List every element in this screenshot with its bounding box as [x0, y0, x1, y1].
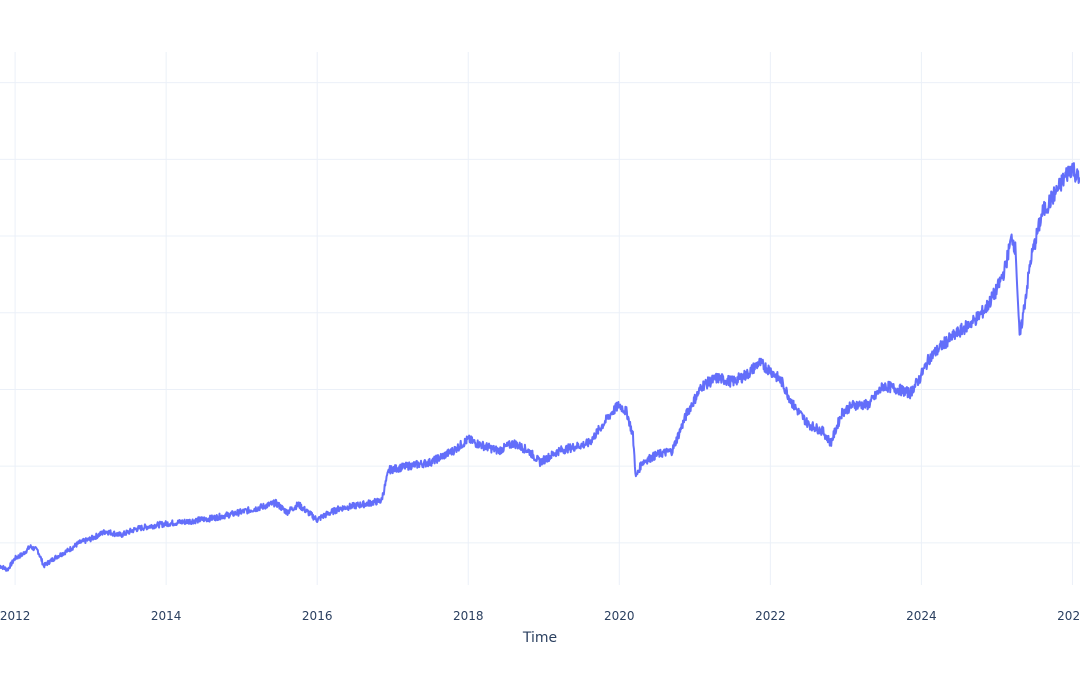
x-tick-label-2022: 2022	[755, 609, 786, 623]
x-tick-label-2014: 2014	[151, 609, 182, 623]
x-tick-label-2024: 2024	[906, 609, 937, 623]
grid	[0, 52, 1080, 585]
x-tick-label-2016: 2016	[302, 609, 333, 623]
x-axis-ticks: 2012 2014 2016 2018 2020 2022 2024 2026	[0, 609, 1080, 623]
x-axis-title: Time	[522, 630, 557, 646]
x-tick-label-2012: 2012	[0, 609, 30, 623]
x-tick-label-2026: 2026	[1057, 609, 1080, 623]
x-tick-label-2020: 2020	[604, 609, 635, 623]
series-line	[0, 162, 1080, 572]
x-tick-label-2018: 2018	[453, 609, 484, 623]
series-layer	[0, 162, 1080, 572]
